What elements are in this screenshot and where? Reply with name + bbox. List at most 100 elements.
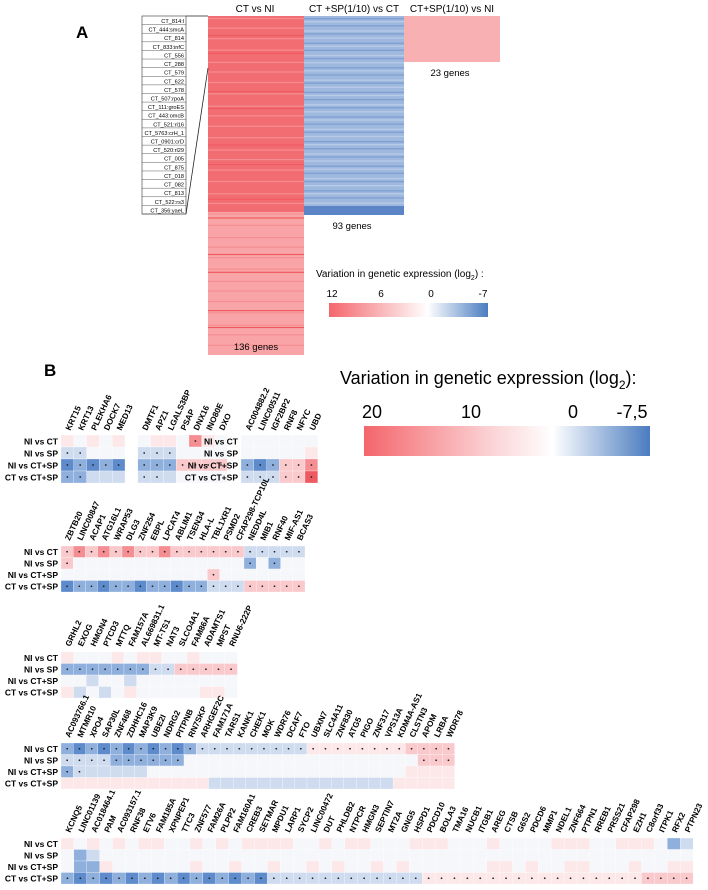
gene-column-label: PTPN23 [683, 802, 704, 834]
panel-b-legend-tick-10: 10 [461, 402, 481, 422]
heatmap-cell [182, 557, 196, 570]
heatmap-cell [212, 674, 225, 687]
heatmap-cell [111, 686, 125, 699]
heatmap-cell [576, 860, 591, 873]
significance-dot [238, 747, 241, 750]
heatmap-cell [392, 777, 406, 790]
heatmap-cell [331, 849, 345, 862]
heatmap-cell [589, 849, 603, 862]
significance-dot [90, 747, 93, 750]
row-label: NI vs CT+SP [8, 570, 59, 580]
heatmap-cell [60, 849, 75, 862]
heatmap-cell [86, 651, 99, 664]
stripe [304, 193, 404, 195]
heatmap-cell [111, 674, 125, 687]
stripe [208, 326, 304, 329]
significance-dot [247, 877, 249, 880]
significance-dot [569, 877, 572, 880]
heatmap-cell [654, 837, 668, 850]
significance-dot [151, 550, 154, 553]
heatmap-cell [319, 777, 332, 790]
significance-dot [336, 747, 339, 750]
significance-dot [249, 562, 252, 565]
panel-b-legend-gradient [364, 426, 650, 456]
heatmap-cell [240, 434, 254, 448]
stripe [208, 115, 304, 117]
significance-dot [176, 550, 178, 553]
heatmap-cell [146, 568, 159, 581]
heatmap-cell [280, 860, 294, 873]
significance-dot [182, 877, 185, 880]
significance-dot [212, 585, 215, 588]
significance-dot [200, 550, 203, 553]
heatmap-cell [228, 849, 242, 862]
significance-dot [103, 759, 105, 762]
stripe [304, 144, 404, 146]
significance-dot [685, 877, 688, 880]
significance-dot [143, 877, 146, 880]
significance-dot [140, 747, 142, 750]
panel-a-legend-title: Variation in genetic expression (log2) : [316, 269, 484, 282]
gene-label: CT_520:rl29 [153, 148, 184, 154]
stripe [208, 280, 304, 282]
significance-dot [259, 476, 262, 478]
stripe [304, 74, 404, 76]
heatmap-cell [189, 837, 204, 850]
significance-dot [608, 877, 611, 880]
heatmap-cell [73, 674, 87, 687]
heatmap-cell [99, 849, 113, 862]
heatmap-cell [98, 674, 112, 687]
stripe [304, 116, 404, 118]
significance-dot [195, 877, 198, 880]
heatmap-cell [146, 765, 160, 778]
significance-dot [66, 585, 68, 588]
heatmap-cell [215, 860, 229, 873]
panel-a-label: A [76, 23, 88, 42]
heatmap-cell [576, 849, 591, 862]
heatmap-cell [589, 837, 603, 850]
stripe [208, 213, 304, 215]
heatmap-cell [86, 849, 100, 862]
stripe [304, 177, 404, 180]
heatmap-cell [60, 434, 74, 448]
heatmap-cell [576, 837, 591, 850]
gene-column-label: RNU6-222P [228, 604, 255, 648]
heatmap-cell [538, 860, 552, 873]
significance-dot [453, 877, 456, 880]
stripe [208, 149, 304, 151]
significance-dot [156, 877, 159, 880]
row-label: NI vs CT [24, 653, 59, 663]
heatmap-cell [628, 860, 642, 873]
row-label: NI vs SP [204, 448, 238, 458]
heatmap-cell [60, 568, 74, 581]
significance-dot [164, 747, 167, 750]
stripe [304, 153, 404, 155]
heatmap-cell [158, 568, 171, 581]
significance-dot [78, 759, 81, 762]
row-label: CT vs CT+SP [5, 873, 58, 883]
significance-dot [582, 877, 585, 880]
heatmap-cell [112, 849, 126, 862]
heatmap-cell [73, 777, 86, 790]
gene-label: CT_443:omcB [148, 114, 184, 120]
stripe [304, 94, 404, 97]
significance-dot [595, 877, 598, 880]
heatmap-cell [460, 849, 474, 862]
significance-dot [440, 877, 443, 880]
significance-dot [324, 747, 327, 750]
heatmap-cell [224, 686, 238, 699]
heatmap-cell [628, 837, 642, 850]
heatmap-cell [170, 557, 184, 570]
heatmap-cell [615, 837, 629, 850]
significance-dot [621, 877, 624, 880]
heatmap-cell [641, 849, 655, 862]
significance-dot [376, 877, 378, 880]
heatmap-cell [112, 470, 126, 484]
stripe [304, 119, 404, 121]
significance-dot [337, 877, 340, 880]
heatmap-cell [163, 470, 177, 484]
heatmap-cell [163, 434, 177, 448]
significance-dot [272, 476, 274, 478]
significance-dot [78, 550, 81, 553]
